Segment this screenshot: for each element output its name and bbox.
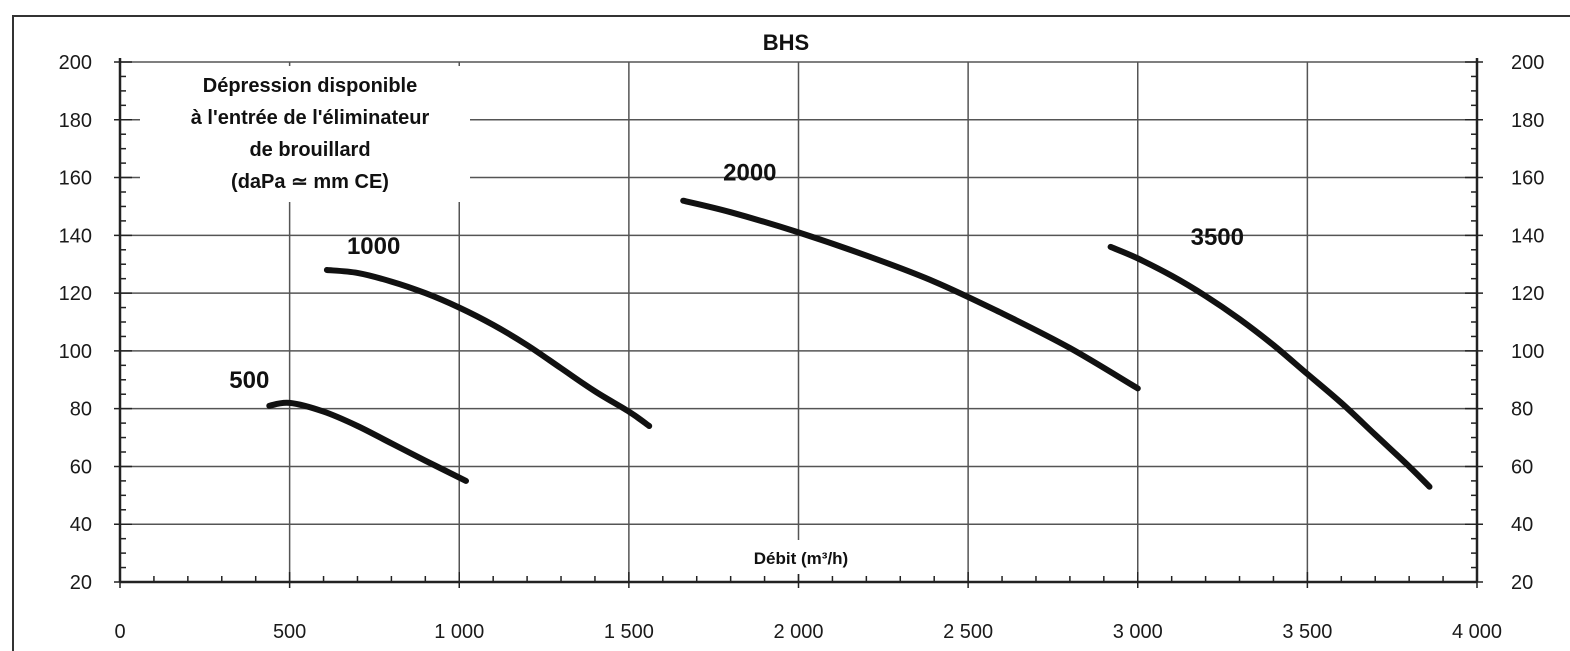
y-tick-label-right: 160 — [1511, 168, 1544, 190]
y-axis-label-line: à l'entrée de l'éliminateur — [191, 107, 430, 129]
series-curve-1000 — [323, 267, 653, 429]
x-tick-label: 0 — [114, 621, 125, 643]
y-tick-label-left: 80 — [70, 399, 92, 421]
y-tick-label-left: 100 — [59, 341, 92, 363]
y-tick-label-right: 100 — [1511, 341, 1544, 363]
y-axis-label-line: de brouillard — [249, 139, 370, 161]
x-tick-label: 4 000 — [1452, 621, 1502, 643]
y-tick-label-left: 140 — [59, 225, 92, 247]
y-tick-label-right: 180 — [1511, 110, 1544, 132]
chart-title: BHS — [763, 30, 809, 55]
y-tick-label-right: 120 — [1511, 283, 1544, 305]
series-label-3500: 3500 — [1191, 224, 1244, 251]
x-tick-label: 1 500 — [604, 621, 654, 643]
y-tick-label-left: 180 — [59, 110, 92, 132]
y-tick-label-left: 40 — [70, 514, 92, 536]
y-tick-label-right: 200 — [1511, 52, 1544, 74]
x-tick-label: 3 500 — [1282, 621, 1332, 643]
series-label-500: 500 — [229, 367, 269, 394]
y-axis-label-line: (daPa ≃ mm CE) — [231, 171, 389, 193]
series-curve-2000 — [680, 197, 1141, 392]
series-curve-500 — [266, 399, 469, 484]
series-curve-3500 — [1107, 243, 1433, 490]
x-axis-label: Débit (m³/h) — [754, 549, 848, 568]
y-axis-label-line: Dépression disponible — [203, 75, 417, 97]
series-label-1000: 1000 — [347, 233, 400, 260]
x-tick-label: 1 000 — [434, 621, 484, 643]
y-tick-label-left: 160 — [59, 168, 92, 190]
y-tick-label-left: 200 — [59, 52, 92, 74]
y-tick-label-right: 60 — [1511, 456, 1533, 478]
y-tick-label-left: 60 — [70, 456, 92, 478]
x-tick-label: 3 000 — [1113, 621, 1163, 643]
xlabel-background — [728, 540, 874, 574]
series-label-2000: 2000 — [723, 160, 776, 187]
ylabel-background — [140, 66, 470, 202]
x-tick-label: 500 — [273, 621, 306, 643]
y-tick-label-right: 140 — [1511, 225, 1544, 247]
y-tick-label-right: 40 — [1511, 514, 1533, 536]
y-tick-label-left: 20 — [70, 572, 92, 594]
y-tick-label-right: 20 — [1511, 572, 1533, 594]
x-tick-label: 2 000 — [773, 621, 823, 643]
y-tick-label-left: 120 — [59, 283, 92, 305]
y-tick-label-right: 80 — [1511, 399, 1533, 421]
x-tick-label: 2 500 — [943, 621, 993, 643]
